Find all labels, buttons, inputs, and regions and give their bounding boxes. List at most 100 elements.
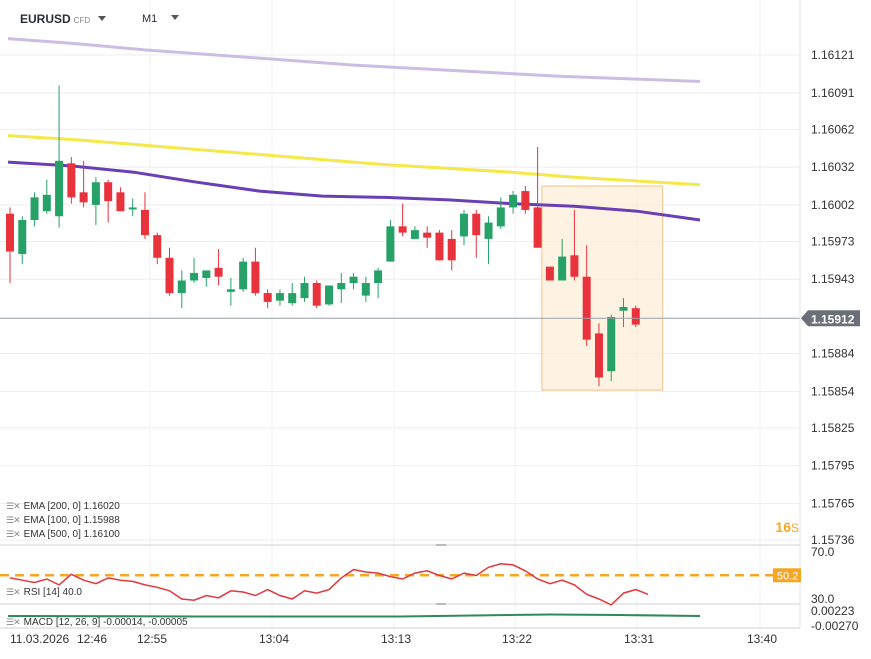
candle-body [288, 293, 297, 304]
candle-body [190, 272, 199, 281]
time-tick-label: 11.03.2026 [10, 632, 69, 646]
candle-body [18, 220, 27, 255]
candle-body [104, 182, 113, 202]
instrument-type: CFD [73, 16, 91, 25]
candle-body [484, 222, 493, 239]
macd-tick-label: -0.00270 [811, 619, 859, 633]
candle-body [631, 308, 640, 325]
pane-resize-handle [436, 544, 446, 546]
legend-ema500[interactable]: ☰✕ EMA [500, 0] 1.16100 [6, 529, 120, 540]
candle-body [251, 261, 260, 294]
price-tick-label: 1.15884 [811, 347, 855, 361]
candle-body [30, 197, 39, 221]
macd-tick-label: 0.00223 [811, 604, 855, 618]
candle-body [607, 317, 616, 372]
candle-body [337, 283, 346, 290]
candle-body [398, 226, 407, 233]
time-tick-label: 13:31 [624, 632, 654, 646]
candle-body [214, 267, 223, 277]
settings-icon[interactable]: ☰✕ [6, 515, 21, 525]
candle-body [472, 213, 481, 236]
candle-body [300, 283, 309, 299]
countdown-value: 16 [775, 519, 791, 535]
candle-body [447, 238, 456, 261]
candle-body [558, 256, 567, 281]
candle-body [239, 261, 248, 290]
candle-body [226, 289, 235, 292]
timeframe-label: M1 [142, 13, 158, 25]
candle-body [165, 257, 174, 294]
settings-icon[interactable]: ☰✕ [6, 501, 21, 511]
candle-body [521, 191, 530, 210]
candle-body [263, 293, 272, 302]
candle-body [386, 226, 395, 262]
candle-body [349, 276, 358, 284]
candle-body [594, 333, 603, 378]
legend-ema200[interactable]: ☰✕ EMA [200, 0] 1.16020 [6, 501, 120, 512]
candle-body [545, 266, 554, 281]
legend-macd-text: MACD [12, 26, 9] -0.00014, -0.00005 [23, 617, 188, 628]
candle-body [361, 283, 370, 296]
legend-ema500-text: EMA [500, 0] 1.16100 [23, 529, 120, 540]
timeframe-dropdown-icon[interactable] [171, 15, 180, 20]
timeframe-selector[interactable]: M1 [142, 13, 180, 25]
candle-body [423, 232, 432, 238]
price-tick-label: 1.15765 [811, 496, 855, 510]
candle-countdown: 16S [775, 519, 799, 535]
price-tick-label: 1.15736 [811, 533, 855, 547]
candle-body [325, 285, 334, 305]
macd-line [7, 613, 701, 618]
rsi-tick-label: 30.0 [811, 592, 835, 606]
price-tick-label: 1.15795 [811, 459, 855, 473]
price-tick-label: 1.15825 [811, 421, 855, 435]
settings-icon[interactable]: ☰✕ [6, 587, 21, 597]
candle-body [202, 270, 211, 278]
candle-body [435, 232, 444, 261]
price-tick-label: 1.15943 [811, 272, 855, 286]
rsi-line [9, 563, 649, 606]
price-tick-label: 1.16032 [811, 160, 855, 174]
symbol-selector[interactable]: EURUSD CFD [20, 12, 107, 26]
candle-body [570, 255, 579, 277]
legend-rsi[interactable]: ☰✕ RSI [14] 40.0 [6, 587, 82, 598]
candle-body [312, 283, 321, 306]
candle-body [410, 230, 419, 239]
legend-rsi-text: RSI [14] 40.0 [23, 587, 82, 598]
price-tick-label: 1.15854 [811, 384, 855, 398]
time-tick-label: 13:13 [381, 632, 411, 646]
candle-body [496, 207, 505, 227]
time-tick-label: 12:46 [77, 632, 107, 646]
legend-macd[interactable]: ☰✕ MACD [12, 26, 9] -0.00014, -0.00005 [6, 617, 188, 628]
candle-body [582, 276, 591, 340]
candle-body [67, 163, 76, 198]
rsi-midline-label: 50.2 [777, 570, 798, 582]
current-price-tag [801, 310, 860, 327]
rsi-tick-label: 70.0 [811, 545, 835, 559]
symbol-name: EURUSD [20, 12, 71, 26]
candle-body [459, 213, 468, 237]
candle-body [533, 207, 542, 248]
legend-ema100-text: EMA [100, 0] 1.15988 [23, 515, 120, 526]
pane-resize-handle [436, 603, 446, 605]
time-tick-label: 13:22 [502, 632, 532, 646]
legend-ema200-text: EMA [200, 0] 1.16020 [23, 501, 120, 512]
ema200-line [7, 134, 701, 187]
legend-ema100[interactable]: ☰✕ EMA [100, 0] 1.15988 [6, 515, 120, 526]
candle-body [42, 194, 51, 212]
price-tick-label: 1.16002 [811, 198, 855, 212]
price-tick-label: 1.16121 [811, 48, 855, 62]
current-price-label: 1.15912 [811, 312, 855, 326]
settings-icon[interactable]: ☰✕ [6, 529, 21, 539]
price-tick-label: 1.16062 [811, 122, 855, 136]
candle-body [275, 293, 284, 301]
time-tick-label: 12:55 [137, 632, 167, 646]
settings-icon[interactable]: ☰✕ [6, 617, 21, 627]
candle-body [128, 207, 137, 210]
symbol-dropdown-icon[interactable] [98, 16, 107, 21]
candle-body [509, 194, 518, 208]
candle-body [116, 192, 125, 212]
candle-body [91, 182, 100, 205]
time-tick-label: 13:04 [259, 632, 289, 646]
candle-body [55, 160, 64, 217]
